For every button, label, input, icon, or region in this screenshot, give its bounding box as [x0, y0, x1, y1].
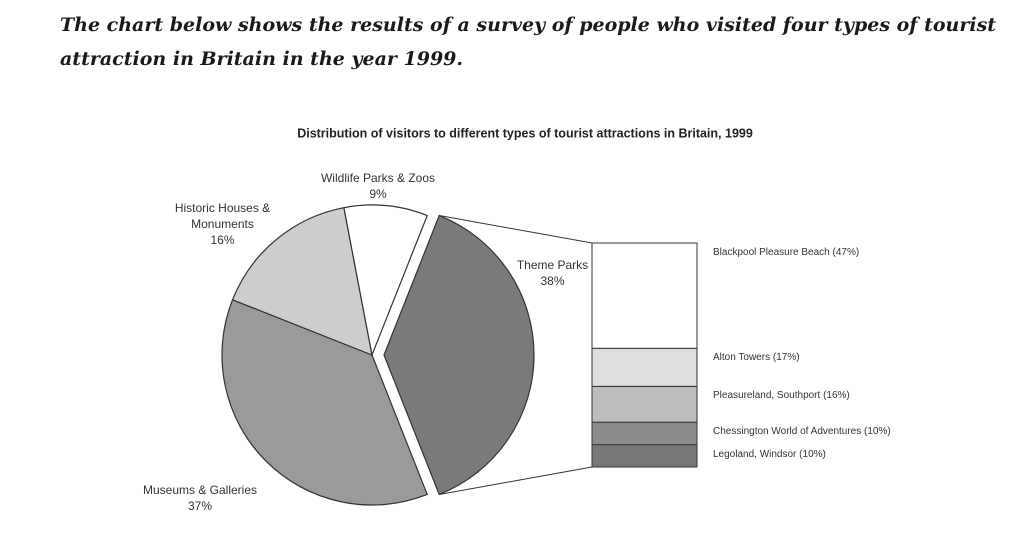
breakdown-label-value: (10%) — [864, 426, 891, 438]
pie-label: Historic Houses & Monuments 16% — [165, 200, 280, 248]
breakdown-label: Chessington World of Adventures (10%) — [713, 426, 891, 437]
pie-label-value: 16% — [210, 233, 235, 247]
pie-label-name: Theme Parks — [516, 258, 589, 272]
pie-label-name: Wildlife Parks & Zoos — [320, 171, 436, 185]
breakdown-label-name: Legoland, Windsor — [713, 448, 797, 460]
pie-slice — [221, 299, 428, 506]
pie-label-name: Historic Houses & Monuments — [174, 201, 271, 231]
breakdown-label: Blackpool Pleasure Beach (47%) — [713, 247, 859, 258]
breakdown-segment — [591, 347, 698, 387]
pie-label-name: Museums & Galleries — [142, 483, 258, 497]
pie-label: Museums & Galleries 37% — [120, 482, 280, 514]
pie-label-value: 9% — [369, 187, 387, 201]
pie-label: Theme Parks 38% — [510, 257, 595, 289]
pie-label: Wildlife Parks & Zoos 9% — [298, 170, 458, 202]
breakdown-label-name: Pleasureland, Southport — [713, 390, 821, 402]
pie-label-value: 37% — [187, 499, 213, 513]
breakdown-label-value: (17%) — [772, 352, 800, 364]
connector — [439, 215, 593, 244]
breakdown-segment — [591, 444, 698, 468]
connector — [439, 466, 593, 495]
breakdown-label-name: Blackpool Pleasure Beach — [713, 247, 830, 258]
pie-slice — [343, 204, 428, 358]
breakdown-segment — [591, 385, 698, 423]
pie-label-value: 38% — [540, 274, 565, 288]
pie-slice — [231, 206, 373, 356]
header-title: The chart below shows the results of a s… — [60, 14, 997, 70]
pie-slice — [383, 214, 535, 496]
breakdown-label-value: (16%) — [823, 390, 850, 402]
breakdown-label-value: (47%) — [832, 247, 860, 258]
breakdown-label: Alton Towers (17%) — [713, 352, 800, 363]
breakdown-label: Legoland, Windsor (10%) — [713, 449, 826, 460]
chart-title: Distribution of visitors to different ty… — [297, 126, 753, 140]
breakdown-segment — [591, 242, 698, 349]
breakdown-label-value: (10%) — [799, 448, 826, 460]
breakdown-label: Pleasureland, Southport (16%) — [713, 390, 850, 401]
breakdown-label-name: Alton Towers — [713, 352, 771, 364]
breakdown-label-name: Chessington World of Adventures — [713, 426, 862, 438]
breakdown-segment — [591, 421, 698, 446]
